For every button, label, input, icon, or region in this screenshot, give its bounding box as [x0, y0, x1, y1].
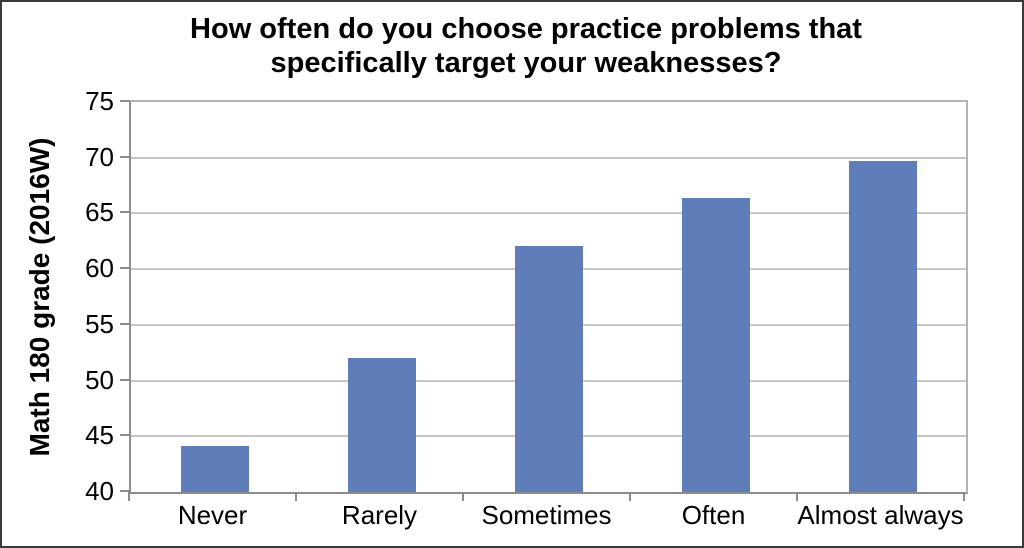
y-tick-label: 60: [85, 253, 114, 284]
y-tick-label: 55: [85, 308, 114, 339]
y-tick-mark: [120, 100, 129, 102]
y-tick-mark: [120, 378, 129, 381]
chart-title-line-2: specifically target your weaknesses?: [270, 47, 782, 79]
bar-sometimes: [514, 245, 583, 492]
bar-almost-always: [848, 161, 917, 492]
y-axis-title: Math 180 grade (2016W): [24, 137, 55, 457]
chart-title-line-1: How often do you choose practice problem…: [190, 13, 862, 45]
x-tick-mark: [796, 492, 798, 501]
gridline: [131, 212, 966, 215]
x-tick-mark: [963, 492, 965, 501]
bar-never: [180, 446, 249, 492]
y-tick-label: 50: [85, 364, 114, 395]
plot-area: [129, 100, 968, 494]
y-tick-label: 65: [85, 197, 114, 228]
y-tick-label: 45: [85, 420, 114, 451]
y-tick-mark: [120, 211, 129, 214]
bar-rarely: [347, 358, 416, 492]
x-axis-label: Sometimes: [481, 500, 612, 530]
y-tick-label: 75: [85, 86, 114, 116]
x-tick-mark: [462, 492, 464, 501]
x-tick-mark: [128, 492, 130, 501]
x-tick-mark: [295, 492, 297, 501]
chart-title: How often do you choose practice problem…: [2, 12, 1022, 80]
y-tick-label: 70: [85, 141, 114, 172]
x-tick-mark: [629, 492, 631, 501]
x-axis-label: Rarely: [341, 500, 418, 530]
y-tick-mark: [120, 490, 129, 492]
x-axis-label: Never: [177, 500, 248, 530]
y-tick-mark: [120, 434, 129, 437]
y-tick-mark: [120, 155, 129, 158]
x-axis-label: Often: [681, 500, 746, 530]
gridline: [131, 156, 966, 159]
y-tick-mark: [120, 267, 129, 270]
y-tick-label: 40: [85, 476, 114, 506]
bar-often: [681, 197, 750, 492]
y-tick-mark: [120, 322, 129, 325]
x-axis-label: Almost always: [797, 500, 964, 530]
